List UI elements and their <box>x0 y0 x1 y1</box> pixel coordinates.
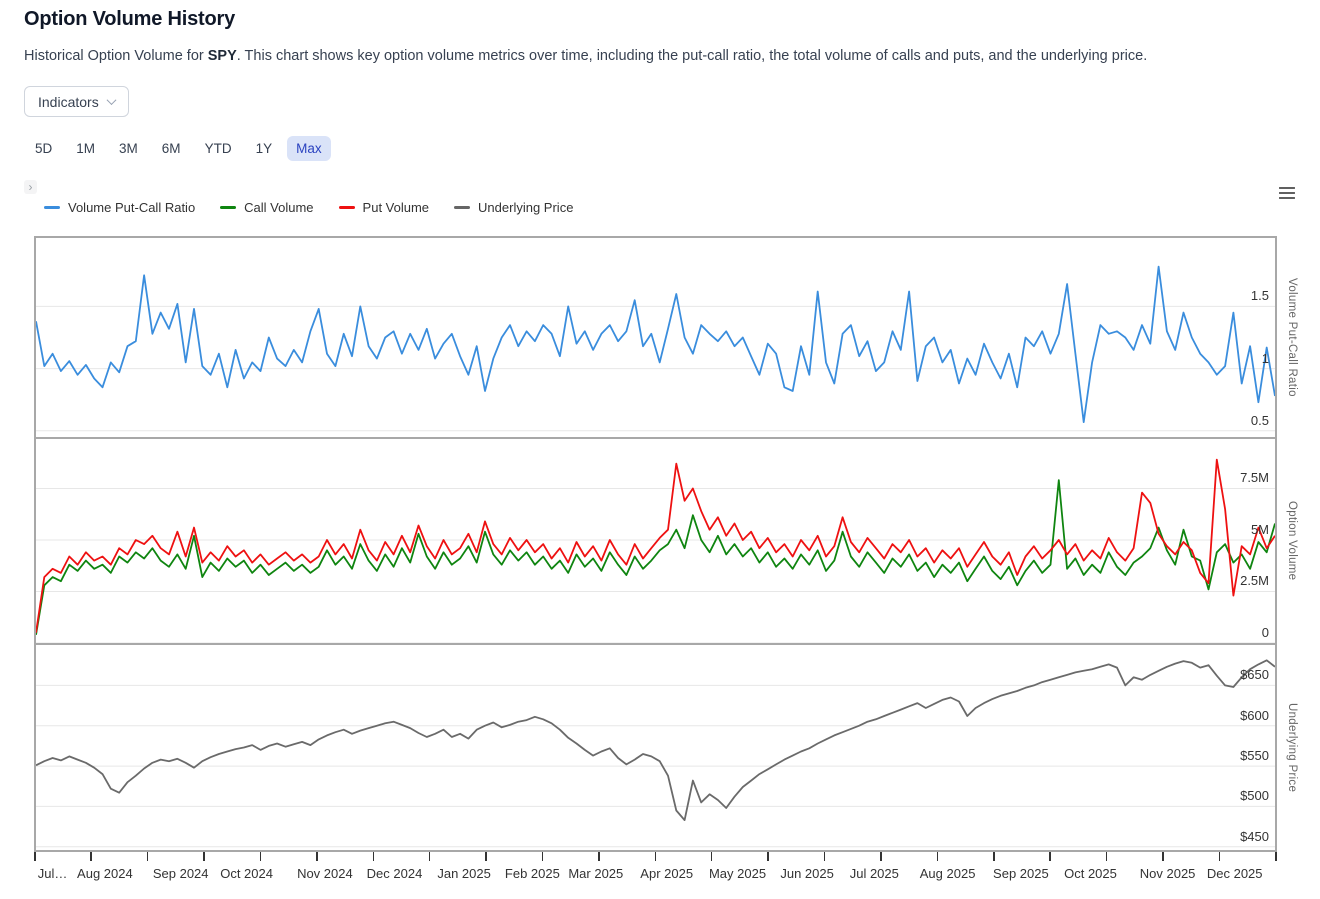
legend-label: Volume Put-Call Ratio <box>68 200 196 215</box>
chart-context-menu-button[interactable] <box>1279 184 1299 202</box>
x-axis-label: Sep 2024 <box>152 866 209 881</box>
series-underlying-price <box>36 659 1275 822</box>
x-axis-label: Nov 2024 <box>297 866 353 881</box>
range-button-1m[interactable]: 1M <box>67 136 104 161</box>
series-put-volume <box>36 458 1275 633</box>
x-axis-tick <box>1162 852 1164 861</box>
legend-label: Call Volume <box>244 200 314 215</box>
x-axis-label: Oct 2024 <box>220 866 273 881</box>
legend-item-underlying-price[interactable]: Underlying Price <box>454 200 573 215</box>
chevron-right-icon: › <box>28 180 33 194</box>
description-prefix: Historical Option Volume for <box>24 48 208 64</box>
legend-collapse-button[interactable]: › <box>24 180 37 194</box>
x-axis-label: Feb 2025 <box>504 866 560 881</box>
axis-title-put-call-ratio: Volume Put-Call Ratio <box>1286 278 1298 397</box>
chart-plot: 1.5 1 0.5 7.5M 5M 2.5M 0 $650 $600 $550 $500 $450 <box>34 236 1277 852</box>
x-axis-label: Oct 2025 <box>1064 866 1117 881</box>
x-axis-tick <box>203 852 205 861</box>
x-axis-label: Jul 2025 <box>849 866 899 881</box>
indicators-button[interactable]: Indicators <box>24 86 129 117</box>
axis-title-underlying-price: Underlying Price <box>1286 702 1298 793</box>
x-axis-label: Dec 2024 <box>366 866 423 881</box>
legend-item-volume-put-call-ratio[interactable]: Volume Put-Call Ratio <box>44 200 195 215</box>
x-axis-tick <box>90 852 92 861</box>
pane-separator <box>36 437 1275 439</box>
range-button-1y[interactable]: 1Y <box>247 136 282 161</box>
x-axis: Jul… Aug 2024 Sep 2024 Oct 2024 Nov 2024 Dec … <box>34 852 1277 892</box>
x-axis-tick <box>880 852 882 861</box>
x-axis-label: Aug 2025 <box>919 866 976 881</box>
x-axis-tick <box>710 852 713 861</box>
legend-label: Underlying Price <box>478 200 574 215</box>
range-selector: 5D 1M 3M 6M YTD 1Y Max <box>26 136 331 161</box>
x-axis-tick <box>372 852 375 861</box>
x-axis-label: Sep 2025 <box>993 866 1049 881</box>
legend-label: Put Volume <box>362 200 430 215</box>
x-axis-tick <box>993 852 995 861</box>
x-axis-tick <box>541 852 544 861</box>
x-axis-tick <box>767 852 769 861</box>
chart-legend: Volume Put-Call Ratio Call Volume Put Volu… <box>44 200 573 215</box>
x-axis-label: Jul… <box>37 866 68 881</box>
pane-option-volume: 7.5M 5M 2.5M 0 <box>36 439 1275 643</box>
series-volume-put-call-ratio <box>36 265 1275 424</box>
legend-item-put-volume[interactable]: Put Volume <box>338 200 430 215</box>
range-button-max[interactable]: Max <box>287 136 331 161</box>
x-axis-tick <box>823 852 826 861</box>
pane-underlying-price: $650 $600 $550 $500 $450 <box>36 645 1275 850</box>
chevron-down-icon <box>106 95 117 106</box>
page-description: Historical Option Volume for SPY. This c… <box>24 48 1147 64</box>
pane-put-call-ratio: 1.5 1 0.5 <box>36 238 1275 437</box>
x-axis-tick <box>936 852 939 861</box>
series-call-volume <box>36 479 1275 635</box>
axis-title-option-volume: Option Volume <box>1286 501 1298 581</box>
x-axis-tick <box>316 852 318 861</box>
hamburger-icon <box>1279 186 1295 190</box>
x-axis-tick <box>654 852 657 861</box>
ticker-symbol: SPY <box>207 48 237 64</box>
pane-separator <box>36 643 1275 645</box>
x-axis-tick <box>598 852 600 861</box>
legend-line-swatch <box>44 206 60 209</box>
x-axis-label: Apr 2025 <box>640 866 694 881</box>
x-axis-tick <box>1049 852 1051 861</box>
x-axis-label: Jan 2025 <box>437 866 491 881</box>
range-button-3m[interactable]: 3M <box>110 136 147 161</box>
x-axis-tick <box>428 852 431 861</box>
indicators-button-label: Indicators <box>38 93 99 110</box>
x-axis-label: Nov 2025 <box>1139 866 1196 881</box>
x-axis-tick <box>146 852 149 861</box>
x-axis-tick <box>1275 852 1277 861</box>
x-axis-label: May 2025 <box>708 866 767 881</box>
x-axis-tick <box>1105 852 1108 861</box>
x-axis-label: Mar 2025 <box>568 866 624 881</box>
legend-line-swatch <box>454 206 471 209</box>
range-button-ytd[interactable]: YTD <box>196 136 241 161</box>
description-suffix: . This chart shows key option volume met… <box>236 48 1148 64</box>
x-axis-label: Aug 2024 <box>77 866 133 881</box>
x-axis-tick <box>485 852 487 861</box>
page-title: Option Volume History <box>24 8 235 30</box>
range-button-6m[interactable]: 6M <box>153 136 190 161</box>
range-button-5d[interactable]: 5D <box>26 136 61 161</box>
x-axis-tick <box>259 852 262 861</box>
legend-item-call-volume[interactable]: Call Volume <box>220 200 314 215</box>
legend-line-swatch <box>338 206 355 209</box>
x-axis-label: Dec 2025 <box>1206 866 1263 881</box>
legend-line-swatch <box>220 206 237 209</box>
x-axis-label: Jun 2025 <box>780 866 834 881</box>
x-axis-tick <box>34 852 36 861</box>
x-axis-tick <box>1218 852 1221 861</box>
